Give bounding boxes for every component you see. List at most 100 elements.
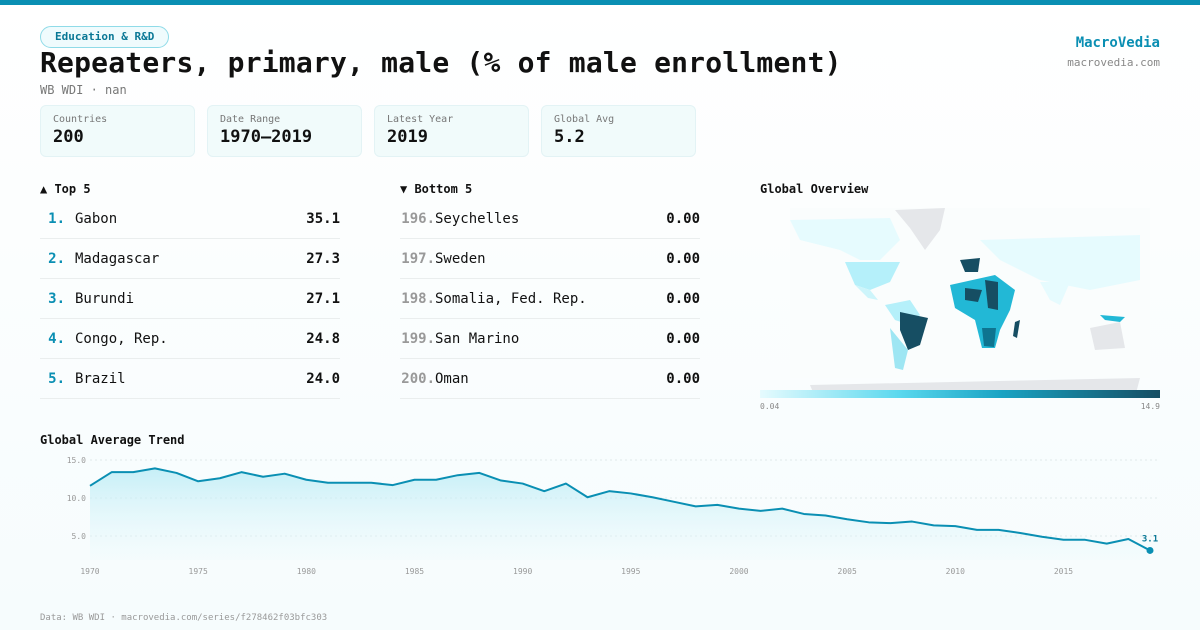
region-indonesia-png[interactable] [1100,315,1125,322]
rank-number: 197. [401,250,435,267]
country-value: 0.00 [666,210,700,227]
ranking-row[interactable]: 197. Sweden 0.00 [400,239,700,279]
y-tick-label: 15.0 [67,456,86,465]
country-name: Congo, Rep. [75,330,168,347]
ranking-row[interactable]: 1. Gabon 35.1 [40,199,340,239]
legend-max-label: 14.9 [1141,402,1160,411]
y-tick-label: 5.0 [72,532,87,541]
stat-card-latest-year: Latest Year 2019 [374,105,529,157]
stat-label: Latest Year [387,114,454,125]
country-name: San Marino [435,330,520,347]
country-value: 35.1 [306,210,340,227]
stat-value: 1970–2019 [220,127,313,147]
rank-number: 3. [48,290,65,307]
region-mexico[interactable] [855,285,878,300]
category-badge[interactable]: Education & R&D [40,26,170,48]
country-name: Seychelles [435,210,520,227]
country-name: Burundi [75,290,135,307]
stat-label: Countries [53,114,108,125]
rank-number: 198. [401,290,435,307]
footer-source: Data: WB WDI · macrovedia.com/series/f27… [40,613,328,623]
x-tick-label: 1975 [189,567,208,576]
ranking-row[interactable]: 5. Brazil 24.0 [40,359,340,399]
x-tick-label: 1985 [405,567,424,576]
region-france[interactable] [960,258,980,272]
region-south-asia[interactable] [1040,282,1070,305]
rank-number: 2. [48,250,65,267]
region-brazil[interactable] [900,312,928,350]
last-value-label: 3.1 [1142,534,1158,544]
rank-number: 4. [48,330,65,347]
map-title: Global Overview [760,182,869,196]
x-tick-label: 1980 [297,567,316,576]
ranking-row[interactable]: 199. San Marino 0.00 [400,319,700,359]
x-tick-label: 1990 [513,567,532,576]
region-southern-south-america[interactable] [890,328,908,370]
world-map[interactable]: 0.04 14.9 [760,200,1160,415]
ranking-row[interactable]: 200. Oman 0.00 [400,359,700,399]
legend-min-label: 0.04 [760,402,779,411]
country-name: Oman [435,370,469,387]
trend-line [89,467,1151,552]
x-tick-label: 1995 [621,567,640,576]
region-eurasia[interactable] [980,235,1140,290]
brand-logo[interactable]: MacroVedia [1075,35,1160,51]
bottom-5-heading: ▼ Bottom 5 [400,182,473,196]
stat-card-global-avg: Global Avg 5.2 [541,105,696,157]
x-tick-label: 1970 [80,567,99,576]
top-5-heading: ▲ Top 5 [40,182,91,196]
color-legend-bar [760,390,1160,398]
country-value: 24.0 [306,370,340,387]
trend-area [90,468,1150,560]
stat-label: Global Avg [554,114,615,125]
x-tick-label: 2000 [729,567,748,576]
region-west-africa[interactable] [965,288,982,302]
region-central-africa[interactable] [985,280,998,310]
stat-value: 200 [53,127,84,147]
rank-number: 199. [401,330,435,347]
x-tick-label: 2005 [838,567,857,576]
x-tick-label: 2010 [946,567,965,576]
stat-value: 2019 [387,127,428,147]
page-subtitle: WB WDI · nan [40,83,127,97]
region-southern-africa[interactable] [982,328,996,347]
top-accent-bar [0,0,1200,5]
country-name: Somalia, Fed. Rep. [435,290,587,307]
ranking-row[interactable]: 198. Somalia, Fed. Rep. 0.00 [400,279,700,319]
region-australia[interactable] [1090,322,1125,350]
page-title: Repeaters, primary, male (% of male enro… [40,46,842,79]
country-name: Gabon [75,210,118,227]
rank-number: 5. [48,370,65,387]
y-tick-label: 10.0 [67,494,86,503]
trend-chart[interactable]: 5.0 10.0 15.0 1970 1975 1980 1985 1990 1995 2000 2… [0,445,1200,585]
country-name: Brazil [75,370,126,387]
top-5-list: 1. Gabon 35.1 2. Madagascar 27.3 3. Burundi 27.1… [40,199,340,399]
country-name: Madagascar [75,250,160,267]
region-madagascar[interactable] [1013,320,1020,338]
stat-card-date-range: Date Range 1970–2019 [207,105,362,157]
stat-value: 5.2 [554,127,585,147]
ranking-row[interactable]: 2. Madagascar 27.3 [40,239,340,279]
ranking-row[interactable]: 3. Burundi 27.1 [40,279,340,319]
country-value: 0.00 [666,370,700,387]
rank-number: 1. [48,210,65,227]
country-name: Sweden [435,250,486,267]
region-greenland[interactable] [895,208,945,250]
region-canada[interactable] [790,218,900,260]
bottom-5-list: 196. Seychelles 0.00 197. Sweden 0.00 198. Soma… [400,199,700,399]
ranking-row[interactable]: 196. Seychelles 0.00 [400,199,700,239]
country-value: 27.1 [306,290,340,307]
country-value: 24.8 [306,330,340,347]
stat-card-countries: Countries 200 [40,105,195,157]
ranking-row[interactable]: 4. Congo, Rep. 24.8 [40,319,340,359]
country-value: 0.00 [666,330,700,347]
brand-url[interactable]: macrovedia.com [1067,56,1160,69]
rank-number: 196. [401,210,435,227]
data-point [1146,546,1154,554]
stat-label: Date Range [220,114,281,125]
region-usa[interactable] [845,262,900,290]
trend-chart-title: Global Average Trend [40,433,185,447]
x-tick-label: 2015 [1054,567,1073,576]
country-value: 0.00 [666,250,700,267]
country-value: 27.3 [306,250,340,267]
